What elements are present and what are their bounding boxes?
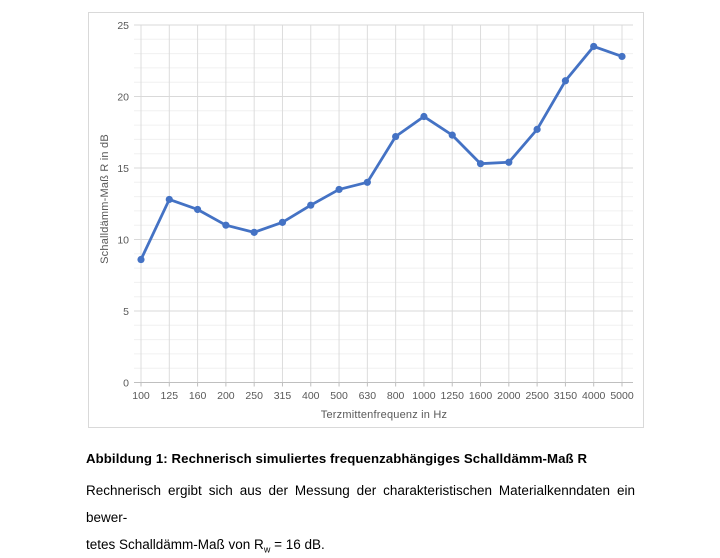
line-chart: 0 5 10 15 20 25 100 125 160 200 250 315 400 500 630 800… bbox=[117, 20, 634, 402]
y-tick-labels: 0 5 10 15 20 25 bbox=[117, 20, 129, 389]
x-axis bbox=[134, 382, 633, 387]
y-axis-title: Schalldämm-Maß R in dB bbox=[99, 134, 111, 264]
x-tick-label: 1000 bbox=[412, 390, 436, 402]
figure-caption: Abbildung 1: Rechnerisch simuliertes fre… bbox=[86, 450, 635, 558]
data-point bbox=[505, 158, 513, 166]
x-tick-labels: 100 125 160 200 250 315 400 500 630 800 1000 1250 16… bbox=[132, 390, 634, 402]
x-tick-label: 3150 bbox=[554, 390, 578, 402]
x-tick-label: 160 bbox=[189, 390, 207, 402]
x-tick-label: 5000 bbox=[610, 390, 634, 402]
x-tick-label: 250 bbox=[245, 390, 263, 402]
caption-line2-post: = 16 dB. bbox=[270, 537, 325, 552]
caption-line1: Rechnerisch ergibt sich aus der Messung … bbox=[86, 483, 635, 525]
major-gridlines bbox=[134, 24, 633, 312]
caption-line2-pre: tetes Schalldämm-Maß von R bbox=[86, 537, 264, 552]
x-tick-label: 1600 bbox=[469, 390, 493, 402]
x-tick-label: 4000 bbox=[582, 390, 606, 402]
x-tick-label: 200 bbox=[217, 390, 235, 402]
x-tick-label: 100 bbox=[132, 390, 150, 402]
x-tick-label: 2500 bbox=[525, 390, 549, 402]
data-point bbox=[137, 255, 145, 264]
data-point bbox=[165, 195, 173, 204]
vertical-gridlines bbox=[140, 25, 623, 383]
y-tick-label: 5 bbox=[123, 306, 129, 318]
x-tick-label: 1250 bbox=[441, 390, 465, 402]
data-point bbox=[448, 131, 456, 139]
data-point bbox=[363, 178, 371, 186]
data-point bbox=[476, 160, 485, 168]
caption-text: Rechnerisch ergibt sich aus der Messung … bbox=[86, 477, 635, 558]
x-tick-label: 400 bbox=[302, 390, 320, 402]
data-point bbox=[222, 221, 230, 229]
data-point bbox=[193, 205, 202, 214]
y-tick-label: 10 bbox=[117, 234, 129, 246]
caption-line2: tetes Schalldämm-Maß von Rw = 16 dB. bbox=[86, 531, 635, 558]
x-tick-label: 800 bbox=[387, 390, 405, 402]
chart-frame: 0 5 10 15 20 25 100 125 160 200 250 315 400 500 630 800… bbox=[88, 12, 644, 428]
data-point bbox=[420, 112, 428, 121]
minor-gridlines bbox=[134, 38, 633, 369]
data-point bbox=[590, 42, 598, 51]
x-tick-label: 630 bbox=[359, 390, 377, 402]
data-point bbox=[250, 228, 258, 236]
series-line bbox=[139, 45, 624, 261]
data-point bbox=[533, 125, 541, 133]
data-point bbox=[335, 185, 343, 194]
data-point bbox=[278, 218, 287, 226]
rw-subscript: w bbox=[263, 544, 271, 555]
y-tick-label: 20 bbox=[117, 91, 129, 103]
y-tick-label: 25 bbox=[117, 20, 129, 32]
y-tick-label: 0 bbox=[123, 377, 129, 389]
x-axis-title: Terzmittenfrequenz in Hz bbox=[320, 409, 448, 421]
caption-title: Abbildung 1: Rechnerisch simuliertes fre… bbox=[86, 451, 588, 466]
x-tick-label: 125 bbox=[161, 390, 179, 402]
y-tick-label: 15 bbox=[117, 163, 129, 175]
data-point bbox=[392, 132, 400, 141]
data-point bbox=[561, 77, 570, 85]
data-point bbox=[307, 201, 315, 209]
x-tick-label: 315 bbox=[274, 390, 292, 402]
data-points bbox=[137, 42, 626, 264]
x-tick-label: 500 bbox=[330, 390, 348, 402]
data-point bbox=[618, 52, 626, 61]
x-tick-label: 2000 bbox=[497, 390, 521, 402]
